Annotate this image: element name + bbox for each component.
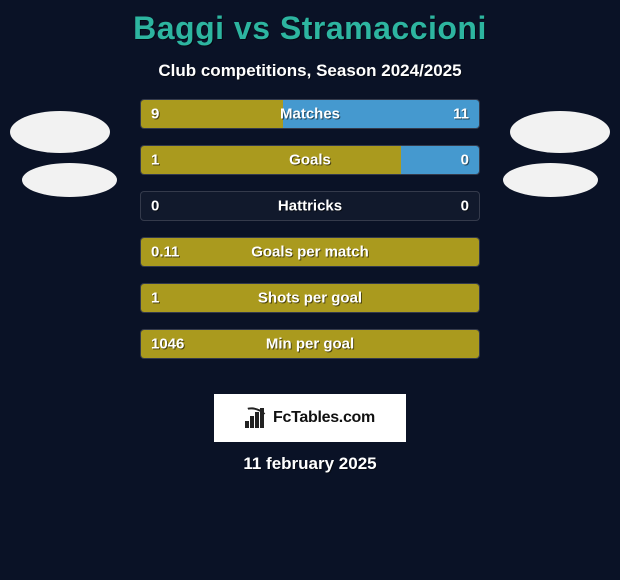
stat-label: Min per goal (266, 336, 354, 353)
stat-label: Shots per goal (258, 290, 362, 307)
stat-value-right: 11 (453, 106, 469, 123)
stat-row: 0.11 Goals per match (140, 237, 480, 267)
stat-value-left: 1 (151, 290, 159, 307)
left-player-photo-1 (10, 111, 110, 153)
stat-label: Matches (280, 106, 340, 123)
stat-bars: 9 11 Matches 1 0 Goals 0 0 Hattricks 0.11 Goals pe… (140, 99, 480, 375)
stat-label: Goals per match (251, 244, 369, 261)
page-title: Baggi vs Stramaccioni (0, 0, 620, 47)
left-player-photo-2 (22, 163, 117, 197)
stat-value-left: 1046 (151, 336, 184, 353)
stat-row: 0 0 Hattricks (140, 191, 480, 221)
stat-value-left: 9 (151, 106, 159, 123)
stat-value-left: 0 (151, 198, 159, 215)
right-player-photo-1 (510, 111, 610, 153)
fctables-logo-icon (245, 408, 267, 428)
fctables-logo: FcTables.com (214, 394, 406, 442)
subtitle: Club competitions, Season 2024/2025 (0, 61, 620, 81)
stat-row: 1 Shots per goal (140, 283, 480, 313)
stat-row: 1 0 Goals (140, 145, 480, 175)
stat-value-left: 1 (151, 152, 159, 169)
stat-bar-left (141, 100, 283, 128)
stat-row: 9 11 Matches (140, 99, 480, 129)
fctables-logo-text: FcTables.com (273, 409, 375, 427)
date-label: 11 february 2025 (243, 454, 376, 474)
stat-label: Hattricks (278, 198, 342, 215)
stat-value-right: 0 (461, 198, 469, 215)
comparison-arena: 911Matches10Goals00Hattricks0.11Goals pe… (0, 115, 620, 375)
stat-value-left: 0.11 (151, 244, 179, 261)
right-player-photo-2 (503, 163, 598, 197)
stat-bar-left (141, 146, 401, 174)
stat-row: 1046 Min per goal (140, 329, 480, 359)
stat-value-right: 0 (461, 152, 469, 169)
stat-label: Goals (289, 152, 331, 169)
